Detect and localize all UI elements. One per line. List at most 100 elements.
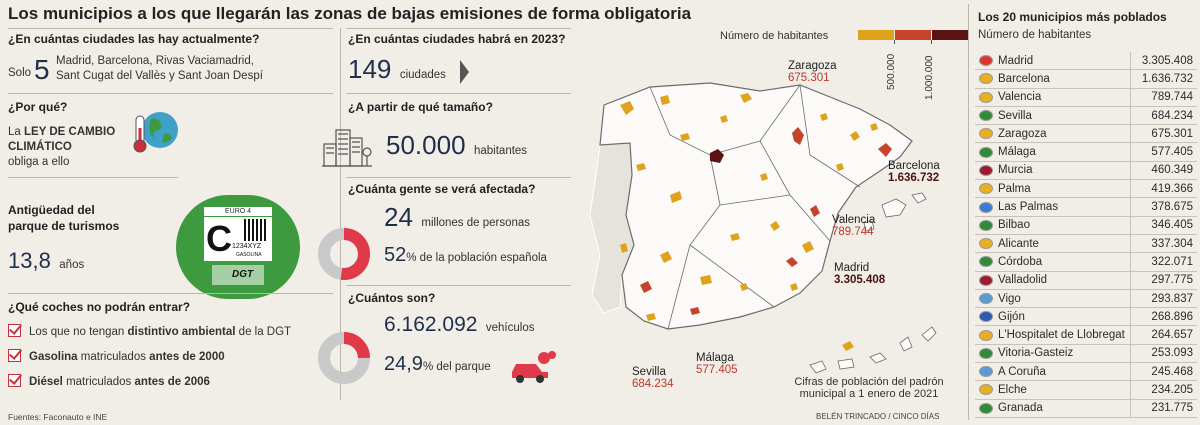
region-flag-icon (979, 73, 993, 85)
ranking-city: Barcelona (975, 70, 1131, 88)
credit: BELÉN TRINCADO / CINCO DÍAS (816, 412, 940, 421)
malaga-marker (690, 307, 700, 315)
ranking-title: Los 20 municipios más poblados (978, 10, 1167, 24)
question-size: ¿A partir de qué tamaño? (348, 100, 493, 114)
region-flag-icon (979, 347, 993, 359)
ranking-city: Granada (975, 399, 1131, 417)
region-flag-icon (979, 238, 993, 250)
dgt-sticker: EURO 4 C 1234XYZ GASOLINA DGT (176, 195, 300, 299)
question-affected: ¿Cuánta gente se verá afectada? (348, 182, 536, 196)
law-line1: La LEY DE CAMBIO (8, 126, 116, 138)
ranking-city-name: Alicante (998, 237, 1039, 250)
ranking-subtitle: Número de habitantes (978, 29, 1092, 41)
region-flag-icon (979, 402, 993, 414)
ranking-city-name: Vigo (998, 292, 1021, 305)
size-threshold: 50.000 habitantes (386, 130, 528, 160)
region-flag-icon (979, 183, 993, 195)
ranking-row: Vigo 293.837 (975, 289, 1197, 309)
ranking-row: Alicante 337.304 (975, 234, 1197, 254)
ranking-city: Murcia (975, 161, 1131, 180)
question-current-cities: ¿En cuántas ciudades las hay actualmente… (8, 32, 260, 46)
ranking-city-population: 346.405 (1151, 219, 1193, 232)
region-flag-icon (979, 146, 993, 158)
ranking-city-name: Málaga (998, 146, 1036, 159)
cities-2023-value: 149 ciudades (348, 54, 446, 84)
ranking-city-name: Valladolid (998, 274, 1048, 287)
divider (346, 177, 571, 178)
divider (346, 285, 571, 286)
ranking-city-population: 684.234 (1151, 109, 1193, 122)
ranking-city-population: 577.405 (1151, 146, 1193, 159)
region-borders (649, 84, 861, 330)
legend-swatch-low (858, 30, 894, 40)
balearic-islands-shape (863, 192, 927, 232)
ranking-city-name: Madrid (998, 54, 1034, 67)
region-flag-icon (979, 293, 993, 304)
ranking-city: Bilbao (975, 216, 1131, 234)
ranking-city-name: Palma (998, 182, 1031, 195)
divider (8, 93, 333, 94)
vehicle-count: 6.162.092 vehículos (384, 313, 535, 336)
question-why: ¿Por qué? (8, 100, 68, 114)
infographic-title: Los municipios a los que llegarán las zo… (8, 4, 692, 23)
divider (968, 4, 969, 420)
buildings-icon (322, 129, 372, 167)
ranking-city-name: Elche (998, 383, 1027, 396)
question-vehicles: ¿Cuántos son? (348, 291, 436, 305)
ranking-city-population: 253.093 (1151, 347, 1193, 360)
ranking-city-name: Murcia (998, 164, 1033, 177)
check-icon (8, 324, 21, 337)
ranking-row: A Coruña 245.468 (975, 363, 1197, 382)
divider (8, 28, 333, 29)
banned-item-2: Gasolina matriculados antes de 2000 (8, 349, 225, 365)
ranking-city-population: 231.775 (1151, 402, 1193, 415)
ranking-row: Gijón 268.896 (975, 308, 1197, 327)
ranking-city: Valencia (975, 88, 1131, 106)
check-icon (8, 374, 21, 387)
donut-value-arc (318, 332, 370, 384)
region-flag-icon (979, 128, 993, 140)
ranking-city-name: Las Palmas (998, 201, 1059, 214)
fleet-age-line2: parque de turismos (8, 219, 120, 233)
region-flag-icon (979, 201, 993, 213)
ranking-city-population: 675.301 (1151, 127, 1193, 140)
dgt-logo-text: DGT (232, 269, 254, 280)
region-flag-icon (979, 384, 993, 396)
ranking-city: Málaga (975, 143, 1131, 161)
ranking-city: Vitoria-Gasteiz (975, 344, 1131, 363)
region-flag-icon (979, 366, 993, 378)
qr-code-icon (244, 219, 268, 241)
ranking-city: Vigo (975, 289, 1131, 308)
divider (8, 293, 333, 294)
region-flag-icon (979, 55, 993, 67)
sticker-letter: C (206, 218, 232, 259)
affected-people: 24 millones de personas (384, 202, 531, 232)
fleet-age-line1: Antigüedad del (8, 203, 95, 217)
map-label-madrid: Madrid 3.305.408 (834, 262, 886, 286)
ranking-city: A Coruña (975, 363, 1131, 381)
region-flag-icon (979, 110, 993, 122)
region-flag-icon (979, 311, 993, 323)
ranking-city: Gijón (975, 308, 1131, 326)
ranking-table: Madrid 3.305.408 Barcelona 1.636.732 Valenci… (975, 52, 1197, 418)
murcia-marker (786, 257, 798, 267)
law-line3: obliga a ello (8, 156, 70, 168)
fleet-age-value: 13,8 años (8, 248, 85, 273)
ranking-city: Alicante (975, 234, 1131, 253)
population-donut (318, 228, 370, 280)
ranking-city-population: 460.349 (1151, 164, 1193, 177)
ranking-city-population: 293.837 (1151, 292, 1193, 305)
banned-item-3: Diésel matriculados antes de 2006 (8, 374, 210, 390)
current-cities-line1: Madrid, Barcelona, Rivas Vaciamadrid, (56, 55, 254, 67)
ranking-city-name: A Coruña (998, 365, 1046, 378)
region-flag-icon (979, 164, 993, 176)
ranking-city-name: Valencia (998, 91, 1042, 104)
ranking-city-name: Barcelona (998, 72, 1050, 85)
ranking-row: Málaga 577.405 (975, 143, 1197, 162)
ranking-city-name: Gijón (998, 310, 1025, 323)
ranking-city-population: 3.305.408 (1141, 54, 1193, 67)
divider (8, 177, 178, 178)
ranking-city: L'Hospitalet de Llobregat (975, 326, 1131, 344)
ranking-city: Zaragoza (975, 125, 1131, 143)
legend-swatch-high (932, 30, 968, 40)
